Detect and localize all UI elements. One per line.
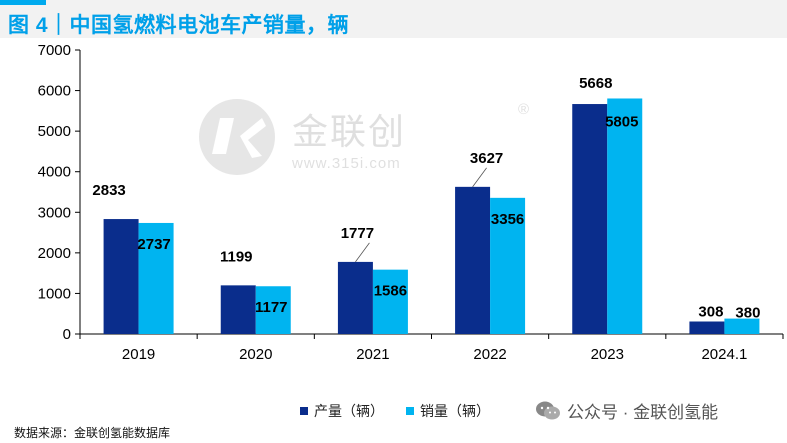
data-label-production: 1777 <box>341 225 374 242</box>
x-tick-label: 2022 <box>473 346 506 363</box>
wechat-account: 公众号 · 金联创氢能 <box>535 398 718 423</box>
y-tick-label: 7000 <box>38 42 71 59</box>
data-label-sales: 5805 <box>605 113 638 130</box>
y-tick-label: 6000 <box>38 83 71 100</box>
y-tick-label: 1000 <box>38 285 71 302</box>
watermark: 金联创 www.315i.com ® <box>196 96 529 178</box>
data-label-production: 3627 <box>470 150 503 167</box>
data-label-leader <box>355 242 370 263</box>
data-label-production: 5668 <box>579 75 612 92</box>
data-label-sales: 1177 <box>255 299 288 316</box>
bar-production <box>103 219 139 334</box>
y-tick-label: 4000 <box>38 164 71 181</box>
watermark-logo-icon <box>199 99 275 175</box>
bar-production <box>455 186 491 334</box>
data-label-production: 308 <box>698 304 723 321</box>
x-tick-label: 2021 <box>356 346 389 363</box>
bar-production <box>220 285 256 334</box>
watermark-brand: 金联创 <box>292 110 407 152</box>
wechat-icon <box>536 401 560 419</box>
bar-production <box>337 261 373 334</box>
data-label-sales: 380 <box>735 305 760 322</box>
data-source: 数据来源：金联创氢能数据库 <box>14 426 171 440</box>
data-label-leader <box>472 167 487 188</box>
bar-sales <box>255 286 291 334</box>
y-tick-label: 3000 <box>38 204 71 221</box>
data-label-production: 2833 <box>92 182 125 199</box>
watermark-url: www.315i.com <box>292 154 401 172</box>
watermark-registered: ® <box>518 100 530 118</box>
bar-sales <box>724 318 760 334</box>
bar-production <box>689 321 725 334</box>
wechat-account-label: 公众号 · 金联创氢能 <box>567 403 719 422</box>
legend-swatch-sales <box>406 407 414 415</box>
y-tick-label: 5000 <box>38 123 71 140</box>
title-bar: 图 4｜中国氢燃料电池车产销量，辆 <box>0 0 787 38</box>
legend-label-production: 产量（辆） <box>314 403 384 419</box>
chart-legend: 产量（辆） 销量（辆） <box>300 401 512 421</box>
x-tick-label: 2019 <box>122 346 155 363</box>
bar-production <box>572 104 608 335</box>
bar-sales <box>372 269 408 334</box>
title-accent <box>0 0 46 5</box>
bar-sales <box>138 222 174 334</box>
legend-swatch-production <box>300 407 308 415</box>
x-tick-label: 2023 <box>591 346 624 363</box>
data-label-sales: 3356 <box>491 211 524 228</box>
y-tick-label: 0 <box>63 326 71 343</box>
bar-sales <box>607 98 643 335</box>
data-label-sales: 2737 <box>137 236 170 253</box>
legend-item-sales: 销量（辆） <box>406 401 490 421</box>
legend-label-sales: 销量（辆） <box>420 403 490 419</box>
bar-sales <box>490 197 526 334</box>
x-tick-label: 2020 <box>239 346 272 363</box>
legend-item-production: 产量（辆） <box>300 401 384 421</box>
chart-title: 图 4｜中国氢燃料电池车产销量，辆 <box>8 14 350 37</box>
x-tick-label: 2024.1 <box>701 346 747 363</box>
data-label-sales: 1586 <box>374 283 407 300</box>
y-tick-label: 2000 <box>38 245 71 262</box>
data-label-production: 1199 <box>220 248 253 265</box>
